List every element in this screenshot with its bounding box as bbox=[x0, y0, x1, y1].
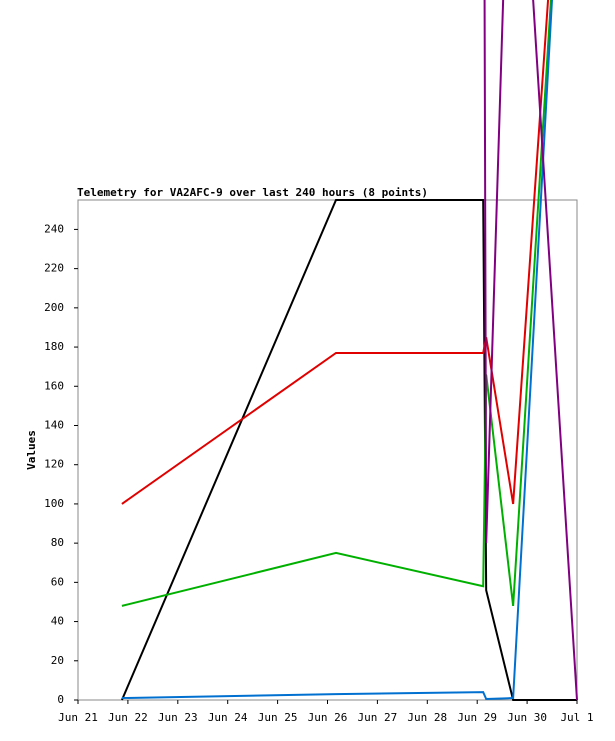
x-tick-label: Jun 25 bbox=[258, 711, 298, 724]
y-tick-label: 220 bbox=[44, 262, 64, 275]
series-line bbox=[483, 0, 578, 701]
x-tick-label: Jun 27 bbox=[358, 711, 398, 724]
y-tick-label: 240 bbox=[44, 222, 64, 235]
y-axis-label: Values bbox=[25, 430, 38, 470]
y-tick-label: 100 bbox=[44, 497, 64, 510]
y-tick-label: 200 bbox=[44, 301, 64, 314]
y-tick-label: 160 bbox=[44, 379, 64, 392]
series-line bbox=[121, 0, 552, 607]
x-tick-label: Jun 26 bbox=[308, 711, 348, 724]
x-tick-label: Jun 29 bbox=[457, 711, 497, 724]
x-tick-label: Jun 24 bbox=[208, 711, 248, 724]
x-tick-label: Jun 22 bbox=[108, 711, 148, 724]
series-line bbox=[121, 0, 553, 701]
y-tick-label: 60 bbox=[51, 575, 64, 588]
series-line bbox=[121, 0, 550, 505]
y-tick-label: 0 bbox=[57, 693, 64, 706]
x-tick-label: Jun 21 bbox=[58, 711, 98, 724]
y-tick-label: 180 bbox=[44, 340, 64, 353]
plot-frame bbox=[77, 199, 578, 701]
x-tick-label: Jul 1 bbox=[560, 711, 593, 724]
series-line bbox=[120, 199, 577, 701]
chart-title: Telemetry for VA2AFC-9 over last 240 hou… bbox=[77, 186, 428, 199]
y-tick-label: 40 bbox=[51, 615, 64, 628]
x-tick-label: Jun 28 bbox=[407, 711, 447, 724]
y-tick-label: 140 bbox=[44, 418, 64, 431]
x-tick-label: Jun 30 bbox=[507, 711, 547, 724]
x-tick-label: Jun 23 bbox=[158, 711, 198, 724]
y-tick-label: 80 bbox=[51, 536, 64, 549]
y-tick-label: 120 bbox=[44, 458, 64, 471]
y-tick-label: 20 bbox=[51, 654, 64, 667]
